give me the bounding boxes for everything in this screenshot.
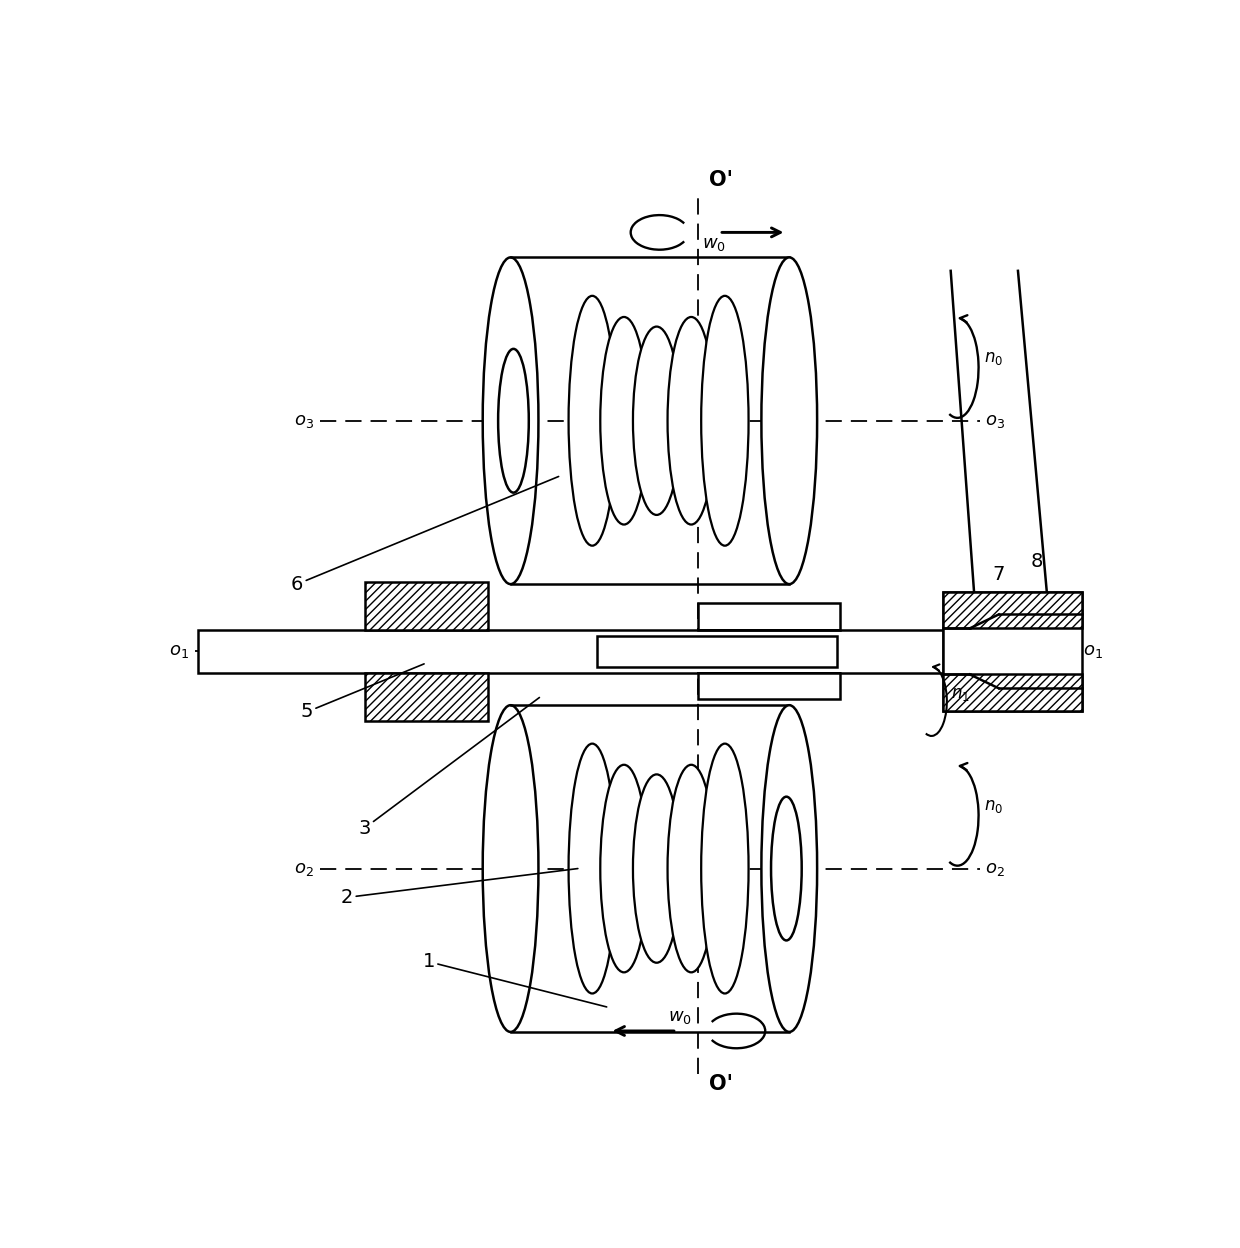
Ellipse shape (761, 257, 817, 584)
Text: $o_2$: $o_2$ (986, 860, 1006, 877)
Ellipse shape (771, 796, 802, 941)
Text: 3: 3 (358, 698, 539, 837)
Ellipse shape (667, 317, 715, 524)
Ellipse shape (482, 705, 538, 1032)
Text: 7: 7 (992, 565, 1004, 584)
Ellipse shape (701, 744, 749, 993)
Text: 2: 2 (341, 869, 578, 907)
Text: 6: 6 (291, 477, 559, 594)
Bar (698, 673, 841, 699)
Bar (365, 673, 487, 720)
Ellipse shape (482, 257, 538, 584)
Text: O': O' (709, 170, 734, 190)
Bar (942, 674, 1083, 711)
Bar (698, 603, 841, 630)
Bar (198, 630, 942, 673)
Bar (365, 582, 487, 630)
Text: $n_0$: $n_0$ (985, 349, 1003, 367)
Ellipse shape (569, 744, 616, 993)
Text: $w_0$: $w_0$ (668, 1008, 692, 1026)
Ellipse shape (761, 705, 817, 1032)
Ellipse shape (632, 774, 681, 962)
Text: $o_1$: $o_1$ (1084, 643, 1104, 660)
Ellipse shape (632, 327, 681, 515)
Text: 5: 5 (300, 664, 424, 721)
Text: $n_0$: $n_0$ (985, 797, 1003, 815)
Text: $o_3$: $o_3$ (986, 412, 1006, 429)
Bar (942, 592, 1083, 628)
Ellipse shape (569, 296, 616, 545)
Text: $o_3$: $o_3$ (294, 412, 314, 429)
Text: $w_0$: $w_0$ (702, 236, 725, 253)
Text: $n_1$: $n_1$ (951, 685, 970, 703)
Text: O': O' (709, 1075, 734, 1094)
Text: $o_2$: $o_2$ (294, 860, 314, 877)
Ellipse shape (498, 349, 528, 493)
Text: 1: 1 (423, 952, 606, 1007)
Text: $o_1$: $o_1$ (169, 643, 188, 660)
Bar (598, 636, 837, 666)
Bar (942, 592, 1083, 711)
Ellipse shape (667, 765, 715, 972)
Text: 8: 8 (1030, 552, 1043, 570)
Ellipse shape (701, 296, 749, 545)
Ellipse shape (600, 765, 647, 972)
Ellipse shape (600, 317, 647, 524)
